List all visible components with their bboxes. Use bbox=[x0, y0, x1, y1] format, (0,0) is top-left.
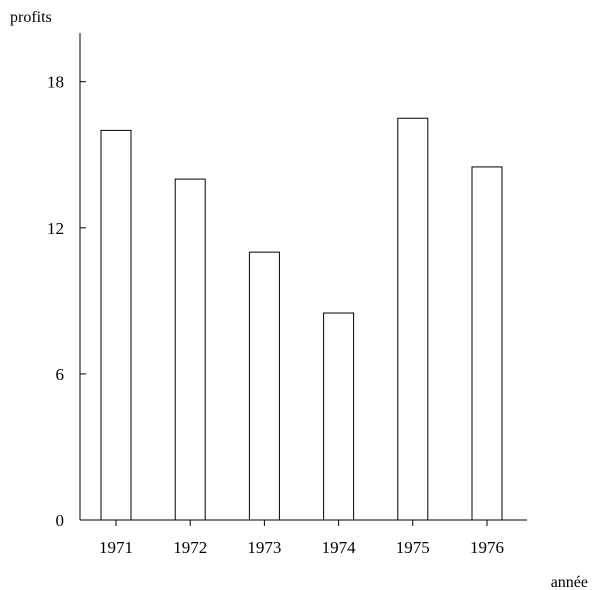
x-tick-label: 1975 bbox=[396, 538, 430, 557]
x-axis-title: année bbox=[551, 574, 588, 590]
y-tick-label: 0 bbox=[56, 511, 65, 530]
bar-1973 bbox=[248, 251, 280, 521]
y-tick-label: 12 bbox=[47, 219, 64, 238]
y-tick-label: 18 bbox=[47, 73, 64, 92]
x-tick-label: 1971 bbox=[99, 538, 133, 557]
y-tick-label: 6 bbox=[56, 365, 65, 384]
x-tick-label: 1972 bbox=[173, 538, 207, 557]
y-axis-ticks: 0 6 12 18 bbox=[47, 73, 86, 530]
x-tick-label: 1974 bbox=[322, 538, 357, 557]
bar-1974 bbox=[323, 312, 355, 521]
x-axis-ticks: 1971 1972 1973 1974 1975 1976 bbox=[99, 520, 504, 557]
bar-1975 bbox=[397, 117, 429, 521]
x-tick-label: 1976 bbox=[470, 538, 504, 557]
bar-1972 bbox=[174, 178, 206, 521]
bar-1971 bbox=[100, 129, 132, 521]
bar-1976 bbox=[471, 166, 503, 521]
y-axis-title: profits bbox=[10, 9, 52, 26]
x-tick-label: 1973 bbox=[247, 538, 281, 557]
bars-group bbox=[100, 117, 503, 521]
